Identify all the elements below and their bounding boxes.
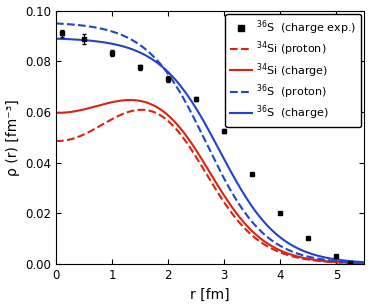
X-axis label: r [fm]: r [fm] [191, 287, 230, 301]
Legend: $^{36}$S  (charge exp.), $^{34}$Si (proton), $^{34}$Si (charge), $^{36}$S  (prot: $^{36}$S (charge exp.), $^{34}$Si (proto… [225, 14, 361, 127]
Y-axis label: ρ (r) [fm⁻³]: ρ (r) [fm⁻³] [6, 99, 20, 176]
